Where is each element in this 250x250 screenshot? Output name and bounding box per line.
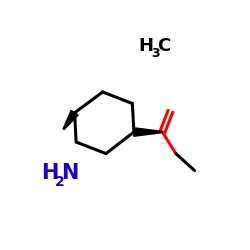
Polygon shape bbox=[134, 128, 162, 136]
Text: H: H bbox=[139, 37, 154, 55]
Text: C: C bbox=[157, 37, 170, 55]
Text: N: N bbox=[61, 163, 79, 183]
Text: 3: 3 bbox=[151, 47, 160, 60]
Polygon shape bbox=[63, 110, 78, 130]
Text: 2: 2 bbox=[55, 175, 65, 189]
Text: H: H bbox=[41, 163, 58, 183]
